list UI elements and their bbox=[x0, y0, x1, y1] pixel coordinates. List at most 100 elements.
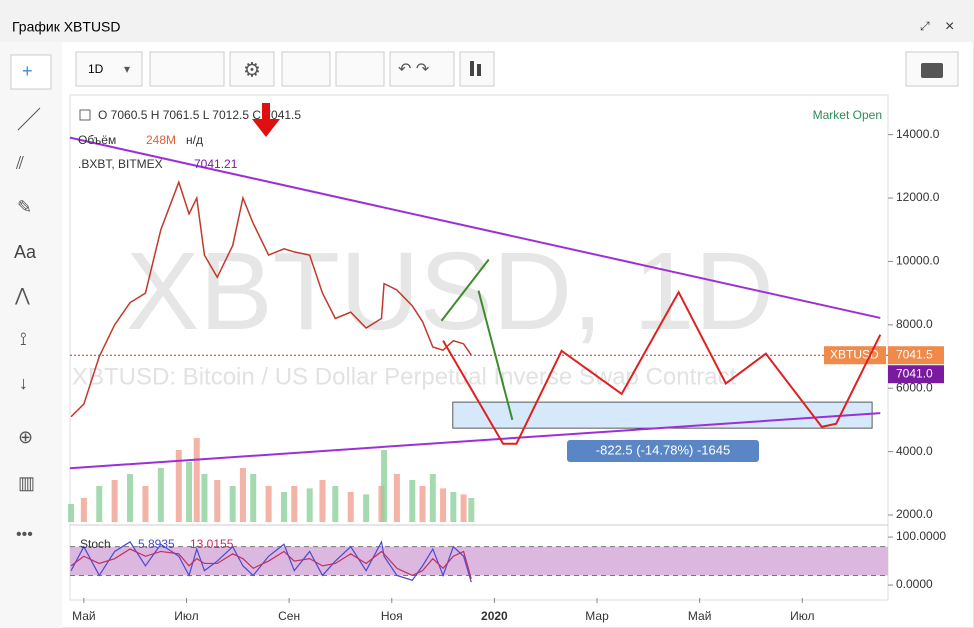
stoch-k-label: 5.8935 bbox=[138, 537, 175, 551]
brush-tool[interactable]: ✎ bbox=[17, 197, 32, 217]
more-tools[interactable]: ••• bbox=[16, 526, 33, 543]
pattern-tool[interactable]: ⋀ bbox=[14, 285, 30, 305]
compare-button[interactable] bbox=[335, 51, 385, 87]
market-status: Market Open bbox=[813, 108, 882, 122]
undo-redo[interactable] bbox=[389, 51, 455, 87]
bid-price: 7041.0 bbox=[896, 366, 933, 380]
text-tool[interactable]: Aa bbox=[14, 242, 37, 262]
x-tick-label: Сен bbox=[278, 609, 300, 623]
arrow-tool[interactable]: ↓ bbox=[19, 373, 28, 393]
volume-bar bbox=[250, 474, 257, 522]
volume-bar bbox=[419, 486, 426, 522]
camera-icon bbox=[921, 63, 943, 78]
stats-tool[interactable]: ▥ bbox=[18, 473, 35, 493]
volume-bar bbox=[409, 480, 416, 522]
range-zone bbox=[452, 401, 873, 429]
stoch-band bbox=[70, 546, 888, 576]
stoch-d-label: 13.0155 bbox=[190, 537, 234, 551]
index-label: .BXBT, BITMEX bbox=[78, 157, 163, 171]
settings-button[interactable] bbox=[229, 51, 275, 87]
window-title: График XBTUSD bbox=[12, 19, 121, 35]
zoom-tool[interactable]: ⊕ bbox=[18, 427, 33, 447]
red-arrow bbox=[252, 103, 280, 137]
dropdown-icon: ▾ bbox=[124, 62, 130, 76]
volume-bar bbox=[80, 498, 87, 522]
volume-bar bbox=[429, 474, 436, 522]
volume-bar bbox=[127, 474, 134, 522]
y-tick-label: 4000.0 bbox=[896, 444, 933, 458]
trendline bbox=[69, 136, 881, 319]
x-tick-label: Мар bbox=[585, 609, 609, 623]
volume-bar bbox=[175, 450, 182, 522]
volume-bar bbox=[332, 486, 339, 522]
gear-icon: ⚙ bbox=[243, 59, 261, 81]
x-tick-label: Ноя bbox=[381, 609, 403, 623]
volume-bar bbox=[468, 498, 475, 522]
x-tick-label: 2020 bbox=[481, 609, 508, 623]
watermark: XBTUSD, 1D bbox=[126, 230, 774, 353]
volume-bar bbox=[265, 486, 272, 522]
volume-bar bbox=[239, 468, 246, 522]
collapse-box bbox=[79, 109, 91, 121]
fib-tool[interactable]: ⫽ bbox=[15, 153, 24, 173]
close-button[interactable]: × bbox=[945, 18, 954, 35]
volume-label: Объём bbox=[78, 133, 116, 147]
volume-bar bbox=[201, 474, 208, 522]
volume-bar bbox=[363, 494, 370, 522]
volume-bar bbox=[319, 480, 326, 522]
volume-bar bbox=[291, 486, 298, 522]
price-line bbox=[70, 179, 472, 418]
volume-bar bbox=[347, 492, 354, 522]
y-tick-label: 12000.0 bbox=[896, 190, 940, 204]
y-tick-label: 2000.0 bbox=[896, 507, 933, 521]
bars-icon bbox=[477, 64, 481, 76]
volume-bar bbox=[450, 492, 457, 522]
crosshair-tool[interactable] bbox=[10, 54, 52, 90]
line-tool[interactable] bbox=[17, 107, 41, 131]
measure-tool[interactable]: ⟟ bbox=[20, 329, 27, 349]
y-tick-label: 10000.0 bbox=[896, 254, 940, 268]
symbol-tag: XBTUSD bbox=[830, 347, 879, 361]
green-arrow bbox=[440, 258, 490, 322]
volume-bar bbox=[111, 480, 118, 522]
range-label: -822.5 (-14.78%) -1645 bbox=[596, 442, 730, 457]
stoch-tick-label: 100.0000 bbox=[896, 529, 946, 543]
x-tick-label: Май bbox=[72, 609, 96, 623]
volume-bar bbox=[460, 494, 467, 522]
range-label-bg bbox=[567, 440, 759, 462]
bid-price-bg bbox=[888, 365, 944, 384]
volume-bar bbox=[186, 462, 193, 522]
x-tick-label: Июл bbox=[790, 609, 814, 623]
ohlc: O 7060.5 H 7061.5 L 7012.5 C 7041.5 bbox=[98, 108, 301, 122]
volume-na: н/д bbox=[186, 133, 203, 147]
stoch-d bbox=[70, 548, 472, 579]
volume-bar bbox=[306, 488, 313, 522]
zigzag-line bbox=[442, 290, 882, 445]
left-toolbar bbox=[0, 42, 62, 628]
y-tick-label: 8000.0 bbox=[896, 317, 933, 331]
volume-bar bbox=[393, 474, 400, 522]
stoch-name: Stoch bbox=[80, 537, 111, 551]
volume-bar bbox=[68, 504, 75, 522]
interval-select[interactable] bbox=[75, 51, 143, 87]
volume-value: 248M bbox=[146, 133, 176, 147]
volume-bar bbox=[280, 492, 287, 522]
y-tick-label: 14000.0 bbox=[896, 127, 940, 141]
last-price: 7041.5 bbox=[896, 347, 933, 361]
volume-bar bbox=[440, 488, 447, 522]
stoch-tick-label: 0.0000 bbox=[896, 577, 933, 591]
stoch-k bbox=[70, 540, 472, 583]
x-tick-label: Май bbox=[688, 609, 712, 623]
chart-type[interactable] bbox=[149, 51, 225, 87]
indicators-button[interactable] bbox=[281, 51, 331, 87]
y-tick-label: 6000.0 bbox=[896, 380, 933, 394]
volume-bar bbox=[229, 486, 236, 522]
volume-bar bbox=[381, 450, 388, 522]
title-bar bbox=[0, 0, 974, 42]
green-arrow bbox=[477, 290, 514, 421]
volume-bar bbox=[193, 438, 200, 522]
trendline bbox=[69, 412, 881, 470]
last-price-bg bbox=[888, 346, 944, 365]
expand-button[interactable]: ⤢ bbox=[919, 19, 930, 33]
